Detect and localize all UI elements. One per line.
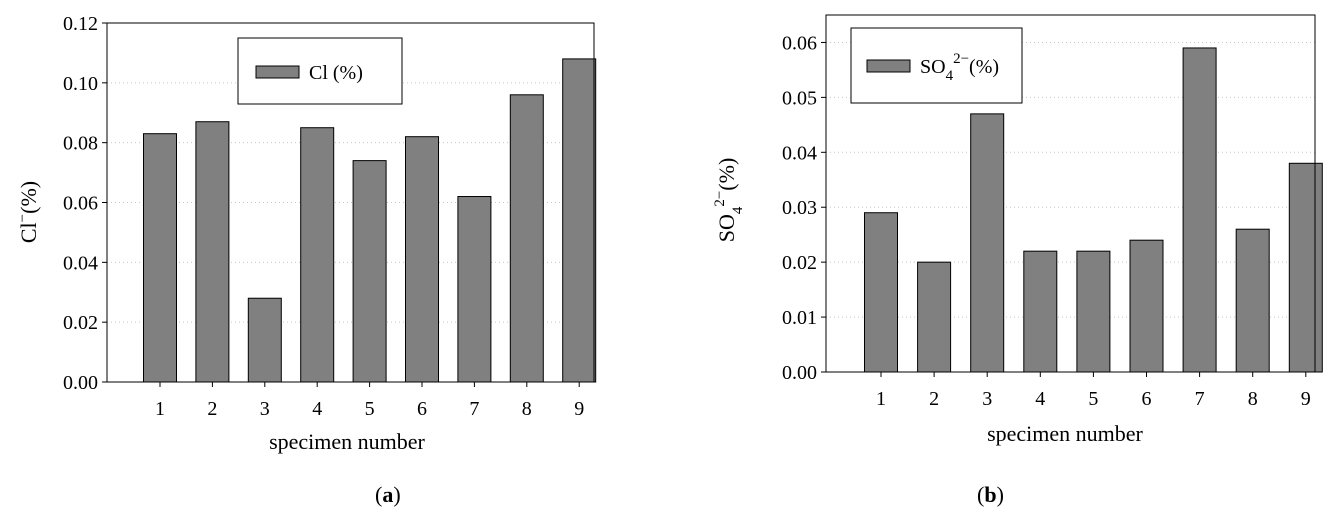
chart-panel-a: 0.00 0.02 0.04 0.06 0.08 0.10 0.12 1 2 3 4 5 6 7 8 9 s… xyxy=(0,0,660,513)
chart-b-caption: (b) xyxy=(977,482,1004,507)
chart-b-y-tick-label: 0.06 xyxy=(782,32,817,54)
chart-b-bar-9 xyxy=(1288,162,1323,373)
chart-b-x-tick-label-4: 4 xyxy=(1035,388,1045,410)
chart-a-y-tick-label: 0.08 xyxy=(63,133,98,155)
chart-b-x-tick-label-1: 1 xyxy=(876,388,886,410)
chart-b-x-axis-title: specimen number xyxy=(987,421,1143,446)
chart-a-x-tick-label-2: 2 xyxy=(207,398,217,420)
chart-a-bar-2 xyxy=(195,121,230,383)
chart-a-legend-label: Cl (%) xyxy=(309,62,363,84)
chart-a-y-tick-label: 0.10 xyxy=(63,73,98,95)
chart-b-caption-letter: b xyxy=(984,482,997,507)
chart-b-x-tick-label-7: 7 xyxy=(1195,388,1205,410)
chart-b-bar-5 xyxy=(1076,250,1111,373)
chart-a-x-tick-label-7: 7 xyxy=(469,398,479,420)
chart-b-y-ticks: 0.00 0.01 0.02 0.03 0.04 0.05 0.06 xyxy=(782,32,826,384)
chart-a-x-tick-label-5: 5 xyxy=(365,398,375,420)
chart-b-x-tick-label-6: 6 xyxy=(1142,388,1152,410)
chart-b-bar-8 xyxy=(1235,228,1270,373)
chart-b-x-tick-label-2: 2 xyxy=(929,388,939,410)
chart-a-bar-3 xyxy=(247,297,282,383)
chart-b-grid xyxy=(826,41,1315,318)
chart-a-x-tick-label-8: 8 xyxy=(522,398,532,420)
chart-a-x-tick-label-1: 1 xyxy=(155,398,165,420)
chart-b-bar-4 xyxy=(1023,250,1058,373)
chart-b-bar-6 xyxy=(1129,239,1164,373)
chart-b-y-tick-label: 0.04 xyxy=(782,142,817,164)
chart-a-svg: 0.00 0.02 0.04 0.06 0.08 0.10 0.12 1 2 3 4 5 6 7 8 9 s… xyxy=(15,13,597,454)
chart-b-y-tick-label: 0.03 xyxy=(782,197,817,219)
chart-a-y-tick-label: 0.04 xyxy=(63,252,98,274)
chart-b-y-tick-label: 0.05 xyxy=(782,87,817,109)
chart-b-legend-swatch xyxy=(866,59,911,73)
chart-a-bar-9 xyxy=(562,58,597,383)
chart-panel-b: 0.00 0.01 0.02 0.03 0.04 0.05 0.06 1 2 3 4 5 6 7 8 9 s… xyxy=(680,0,1331,513)
chart-b-x-tick-label-8: 8 xyxy=(1248,388,1258,410)
chart-b-bar-1 xyxy=(864,212,898,373)
chart-b-bars xyxy=(864,47,1323,373)
chart-a-y-axis-title: Cl−(%) xyxy=(15,181,41,243)
chart-b-y-tick-label: 0.01 xyxy=(782,307,817,329)
chart-b-y-axis-title: SO42−(%) xyxy=(712,158,746,243)
chart-a-bar-6 xyxy=(405,136,439,383)
chart-b-x-tick-label-3: 3 xyxy=(982,388,992,410)
chart-a-bar-4 xyxy=(300,127,335,383)
chart-a-bar-7 xyxy=(457,196,492,383)
chart-b-bar-7 xyxy=(1182,47,1217,373)
chart-a-bar-1 xyxy=(143,133,177,383)
chart-a-bar-8 xyxy=(509,94,544,383)
chart-a-y-tick-label: 0.06 xyxy=(63,193,98,215)
chart-b-y-tick-label: 0.02 xyxy=(782,252,817,274)
chart-a-legend: Cl (%) xyxy=(237,37,403,105)
chart-a-caption-letter: a xyxy=(382,482,394,507)
chart-b-x-ticks: 1 2 3 4 5 6 7 8 9 xyxy=(876,372,1311,410)
chart-a-x-tick-label-9: 9 xyxy=(574,398,584,420)
chart-a-y-tick-label: 0.02 xyxy=(63,312,98,334)
chart-a-x-axis-title: specimen number xyxy=(269,429,425,454)
chart-a-y-tick-label: 0.12 xyxy=(63,13,98,35)
chart-a-x-tick-label-4: 4 xyxy=(312,398,322,420)
chart-a-x-ticks: 1 2 3 4 5 6 7 8 9 xyxy=(155,382,584,420)
chart-b-x-tick-label-5: 5 xyxy=(1088,388,1098,410)
chart-a-x-tick-label-3: 3 xyxy=(260,398,270,420)
chart-a-y-tick-label: 0.00 xyxy=(63,372,98,394)
chart-a-y-ticks: 0.00 0.02 0.04 0.06 0.08 0.10 0.12 xyxy=(63,13,107,394)
chart-a-legend-swatch xyxy=(255,65,300,79)
chart-b-plot-frame xyxy=(825,14,1316,373)
chart-b-bar-3 xyxy=(970,113,1005,373)
chart-b-svg: 0.00 0.01 0.02 0.03 0.04 0.05 0.06 1 2 3 4 5 6 7 8 9 s… xyxy=(712,14,1323,446)
chart-b-x-tick-label-9: 9 xyxy=(1301,388,1311,410)
chart-b-legend-label: SO42−(%) xyxy=(920,51,999,84)
chart-a-bars xyxy=(143,58,597,383)
chart-a-caption: (a) xyxy=(375,482,401,507)
chart-a-x-tick-label-6: 6 xyxy=(417,398,427,420)
chart-b-legend: SO42−(%) xyxy=(850,27,1023,104)
chart-b-y-tick-label: 0.00 xyxy=(782,362,817,384)
chart-b-bar-2 xyxy=(917,261,952,373)
chart-a-bar-5 xyxy=(352,160,387,383)
